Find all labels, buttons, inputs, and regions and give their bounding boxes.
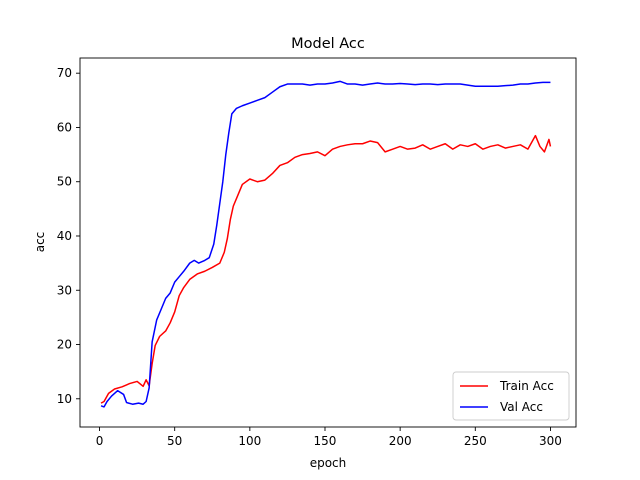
y-tick-label: 70 bbox=[57, 66, 72, 80]
legend-box bbox=[452, 371, 570, 421]
y-tick-label: 60 bbox=[57, 120, 72, 134]
y-tick-label: 50 bbox=[57, 175, 72, 189]
plot-area bbox=[100, 80, 552, 408]
chart-title: Model Acc bbox=[291, 36, 365, 52]
x-tick-label: 300 bbox=[539, 434, 562, 448]
legend-label: Val Acc bbox=[500, 400, 543, 414]
x-tick-label: 150 bbox=[314, 434, 337, 448]
x-tick-label: 200 bbox=[389, 434, 412, 448]
y-tick-label: 40 bbox=[57, 229, 72, 243]
y-tick-label: 30 bbox=[57, 283, 72, 297]
series-line-val-acc bbox=[100, 80, 551, 408]
x-tick-label: 100 bbox=[238, 434, 261, 448]
y-axis: 10 20 30 40 50 60 70 bbox=[57, 66, 80, 406]
legend: Train Acc Val Acc bbox=[452, 371, 570, 421]
x-tick-label: 50 bbox=[167, 434, 182, 448]
x-tick-label: 0 bbox=[96, 434, 104, 448]
x-axis-label: epoch bbox=[310, 456, 347, 470]
y-axis-label: acc bbox=[33, 232, 47, 253]
plot-frame bbox=[79, 57, 577, 428]
x-tick-label: 250 bbox=[464, 434, 487, 448]
series-line-train-acc bbox=[100, 134, 552, 404]
legend-label: Train Acc bbox=[499, 379, 554, 393]
y-tick-label: 20 bbox=[57, 338, 72, 352]
y-tick-label: 10 bbox=[57, 392, 72, 406]
x-axis: 0 50 100 150 200 250 300 bbox=[96, 427, 562, 448]
